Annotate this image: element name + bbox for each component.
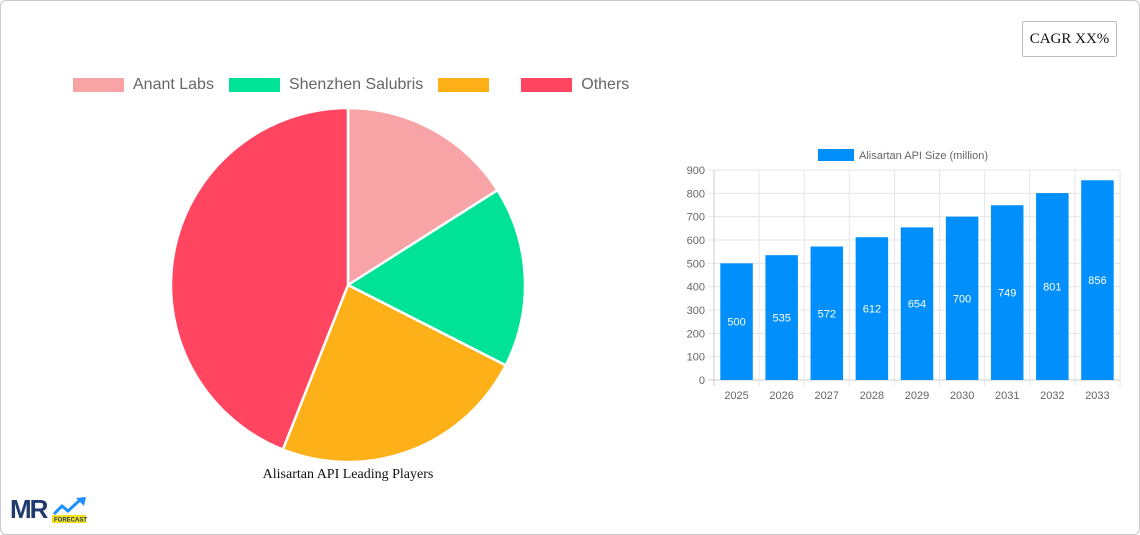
- y-tick-label: 700: [687, 212, 705, 224]
- svg-text:FORECAST: FORECAST: [54, 518, 87, 524]
- mr-forecast-logo: MR FORECAST: [10, 494, 90, 526]
- bar-value-label: 654: [908, 299, 926, 311]
- x-tick-label: 2030: [950, 390, 974, 402]
- y-tick-label: 900: [687, 165, 705, 177]
- y-tick-label: 600: [687, 235, 705, 247]
- x-tick-label: 2029: [905, 390, 929, 402]
- bar-value-label: 572: [818, 308, 836, 320]
- y-tick-label: 800: [687, 188, 705, 200]
- x-tick-label: 2025: [724, 390, 748, 402]
- bar-legend-swatch: [818, 149, 854, 161]
- bar-value-label: 700: [953, 293, 971, 305]
- bar-value-label: 500: [727, 317, 745, 329]
- y-tick-label: 200: [687, 328, 705, 340]
- bar-chart: Alisartan API Size (million) 0 100 200 300 40…: [0, 0, 1140, 535]
- x-tick-label: 2031: [995, 390, 1019, 402]
- y-tick-label: 100: [687, 352, 705, 364]
- x-tick-label: 2026: [769, 390, 793, 402]
- bar-value-label: 612: [863, 304, 881, 316]
- y-tick-label: 400: [687, 282, 705, 294]
- logo-icon: MR FORECAST: [10, 494, 90, 526]
- y-tick-label: 0: [699, 375, 705, 387]
- x-tick-label: 2028: [860, 390, 884, 402]
- bar-value-label: 749: [998, 288, 1016, 300]
- y-tick-label: 500: [687, 258, 705, 270]
- x-tick-label: 2033: [1085, 390, 1109, 402]
- bar-value-label: 801: [1043, 282, 1061, 294]
- bar-value-label: 535: [772, 313, 790, 325]
- bar-legend-label: Alisartan API Size (million): [859, 150, 988, 162]
- x-tick-label: 2032: [1040, 390, 1064, 402]
- y-tick-label: 300: [687, 305, 705, 317]
- svg-text:MR: MR: [10, 494, 49, 524]
- bar-value-label: 856: [1088, 275, 1106, 287]
- x-tick-label: 2027: [815, 390, 839, 402]
